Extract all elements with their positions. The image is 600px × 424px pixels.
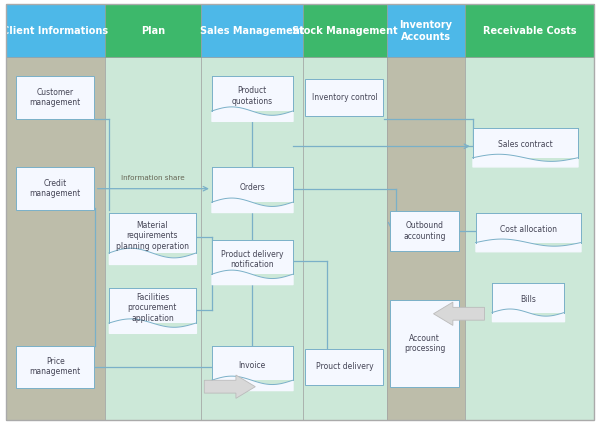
Bar <box>212 167 293 202</box>
Bar <box>16 346 94 388</box>
Bar <box>473 128 577 158</box>
Bar <box>390 211 460 251</box>
Text: Sales contract: Sales contract <box>497 140 553 150</box>
Bar <box>305 80 383 115</box>
Text: Receivable Costs: Receivable Costs <box>483 26 576 36</box>
Bar <box>305 349 383 385</box>
Text: Sales Management: Sales Management <box>200 26 304 36</box>
Bar <box>105 4 201 57</box>
Bar <box>109 213 196 253</box>
Bar <box>201 4 303 57</box>
Text: Bills: Bills <box>520 295 536 304</box>
Bar <box>303 57 387 420</box>
Bar <box>16 167 94 210</box>
Text: Product delivery
notification: Product delivery notification <box>221 250 283 269</box>
Text: Outbound
accounting: Outbound accounting <box>404 221 446 241</box>
Bar <box>390 300 460 387</box>
Bar <box>465 57 594 420</box>
Text: Orders: Orders <box>239 183 265 192</box>
Text: Prouct delivery: Prouct delivery <box>316 362 373 371</box>
Text: Credit
management: Credit management <box>29 179 81 198</box>
Bar <box>387 4 465 57</box>
Text: Customer
management: Customer management <box>29 88 81 107</box>
Bar <box>212 76 293 111</box>
Bar <box>303 4 387 57</box>
Bar <box>6 4 105 57</box>
Bar <box>492 283 564 312</box>
Text: Inventory
Accounts: Inventory Accounts <box>400 20 452 42</box>
Text: Inventory control: Inventory control <box>311 93 377 102</box>
Bar <box>476 213 581 243</box>
Text: Product
quotations: Product quotations <box>232 86 272 106</box>
Text: Material
requirements
planning operation: Material requirements planning operation <box>116 221 189 251</box>
Text: Cost allocation: Cost allocation <box>499 225 557 234</box>
Text: Price
management: Price management <box>29 357 81 377</box>
Text: Client Informations: Client Informations <box>2 26 109 36</box>
Bar <box>212 240 293 274</box>
Bar <box>105 57 201 420</box>
Text: Stock Management: Stock Management <box>292 26 398 36</box>
Polygon shape <box>204 375 256 399</box>
Bar <box>201 57 303 420</box>
Bar <box>387 57 465 420</box>
Text: Information share: Information share <box>121 176 184 181</box>
Bar <box>16 76 94 119</box>
Bar <box>109 288 196 323</box>
Bar <box>465 4 594 57</box>
Text: Account
processing: Account processing <box>404 334 445 353</box>
Bar <box>212 346 293 380</box>
Polygon shape <box>433 302 485 326</box>
Text: Facilities
procurement
application: Facilities procurement application <box>128 293 177 323</box>
Text: Invoice: Invoice <box>238 361 266 370</box>
Bar <box>6 57 105 420</box>
Text: Plan: Plan <box>141 26 165 36</box>
